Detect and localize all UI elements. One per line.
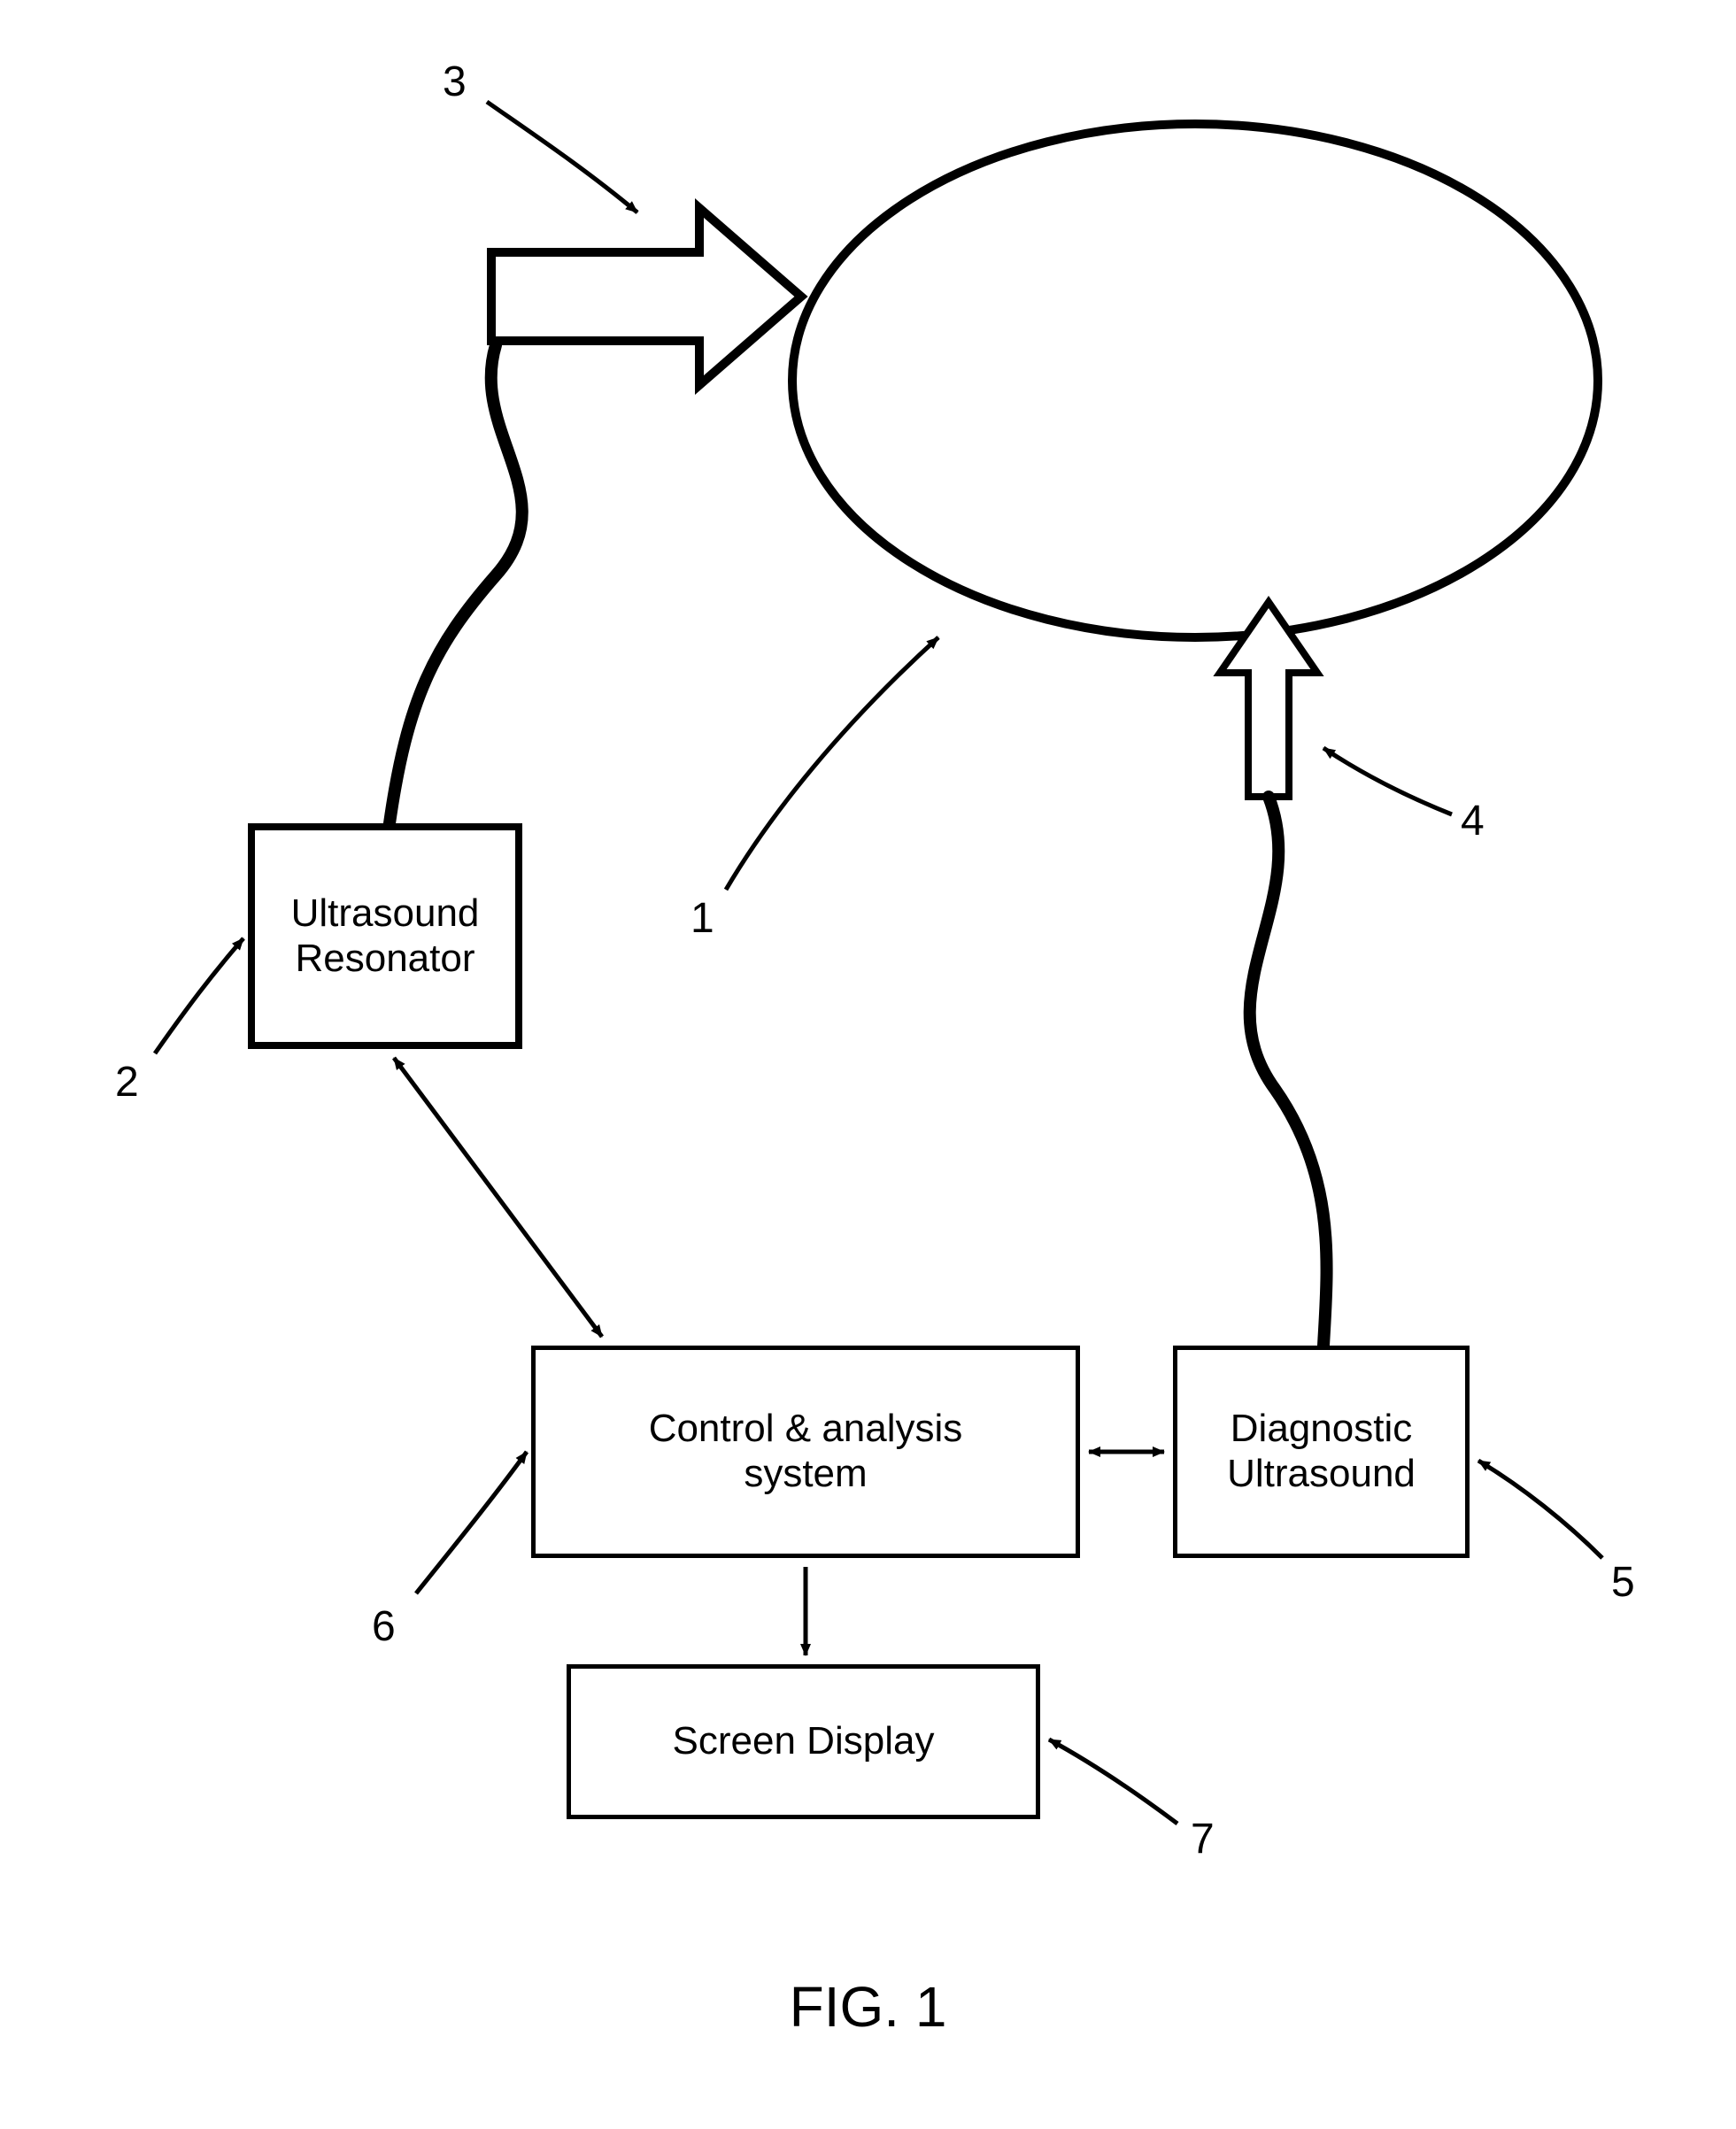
ref-label-1: 1 [691,894,714,943]
diagnostic-ultrasound-box: Diagnostic Ultrasound [1173,1346,1470,1558]
pointer-4 [1323,748,1452,814]
control-analysis-box: Control & analysis system [531,1346,1080,1558]
pointer-7 [1049,1739,1177,1824]
pointer-3 [487,102,637,212]
organ-ellipse [792,124,1598,637]
control-line2: system [744,1452,867,1495]
link-resonator-control [394,1058,602,1337]
ref-label-5: 5 [1611,1558,1635,1607]
ref-label-7: 7 [1191,1815,1215,1863]
pointer-6 [416,1452,527,1593]
ref-label-4: 4 [1461,797,1485,845]
diagnostic-line2: Ultrasound [1227,1452,1416,1495]
pointer-5 [1478,1461,1602,1558]
ref-label-6: 6 [372,1602,396,1651]
pointer-2 [155,938,243,1053]
ref-label-3: 3 [443,58,467,106]
block-arrow-3 [491,208,801,385]
cable-resonator [390,345,522,823]
cable-diagnostic [1250,797,1327,1346]
resonator-line2: Resonator [295,937,475,980]
screen-display-box: Screen Display [567,1664,1040,1819]
screen-text: Screen Display [673,1719,935,1764]
diagnostic-line1: Diagnostic [1231,1407,1412,1450]
pointer-1 [726,637,938,890]
resonator-line1: Ultrasound [291,891,480,935]
diagram-canvas: { "figure": { "type": "flowchart", "capt… [0,0,1736,2129]
control-line1: Control & analysis [649,1407,963,1450]
ultrasound-resonator-box: Ultrasound Resonator [248,823,522,1049]
ref-label-2: 2 [115,1058,139,1107]
figure-caption: FIG. 1 [0,1974,1736,2040]
